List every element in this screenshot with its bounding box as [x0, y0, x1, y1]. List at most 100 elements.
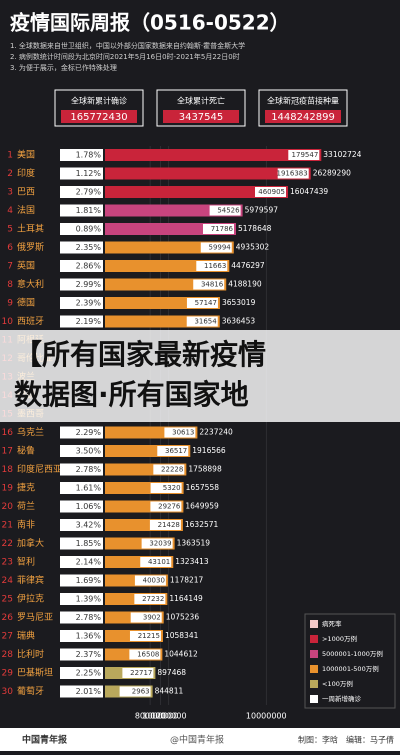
summary-value: 3437545 — [179, 112, 224, 123]
weekly-box — [122, 668, 154, 678]
footer-credit: 制图：李晗 编辑：马子倩 — [298, 735, 394, 745]
x-tick-label: 10000000 — [246, 712, 287, 721]
death-rate-label: 3.42% — [76, 521, 102, 530]
rank: 6 — [7, 243, 13, 253]
total-label: 33102724 — [323, 150, 361, 159]
death-rate-label: 3.50% — [76, 447, 102, 456]
total-label: 897468 — [157, 668, 186, 677]
death-rate-label: 1.12% — [76, 169, 102, 178]
legend-box — [304, 613, 396, 709]
rank: 2 — [7, 169, 13, 179]
total-label: 16047439 — [290, 187, 328, 196]
death-rate-box — [60, 537, 103, 550]
rank: 1 — [7, 151, 13, 161]
rank: 4 — [7, 206, 13, 216]
weekly-label: 31654 — [194, 318, 217, 326]
total-label: 4476297 — [231, 261, 265, 270]
rank: 27 — [2, 632, 13, 642]
death-rate-box — [60, 260, 103, 272]
death-rate-label: 2.29% — [76, 428, 102, 437]
weekly-box — [196, 261, 228, 271]
total-label: 5979597 — [245, 206, 279, 215]
rank: 7 — [7, 262, 13, 272]
weekly-box — [186, 298, 218, 308]
weekly-label: 30613 — [172, 429, 194, 437]
summary-label: 全球新累计确诊 — [71, 96, 127, 106]
death-rate-box — [60, 149, 103, 161]
death-rate-label: 1.61% — [76, 484, 102, 493]
weekly-box — [119, 686, 151, 697]
weekly-box — [288, 150, 320, 160]
total-label: 2237240 — [199, 428, 233, 437]
death-rate-label: 2.79% — [76, 188, 102, 197]
weekly-box — [129, 649, 161, 660]
country: 瑞典 — [17, 630, 35, 642]
weekly-label: 29276 — [158, 503, 181, 511]
weekly-label: 2963 — [132, 688, 150, 696]
weekly-box — [140, 557, 172, 567]
legend-label: 病死率 — [322, 619, 342, 628]
rank: 10 — [2, 317, 14, 327]
country: 西班牙 — [17, 315, 44, 327]
death-rate-box — [60, 223, 103, 235]
x-tick-label: 1200000 — [151, 712, 187, 721]
legend-swatch — [310, 620, 318, 628]
death-rate-label: 2.78% — [76, 465, 102, 474]
death-rate-label: 2.01% — [76, 687, 102, 696]
weekly-label: 460905 — [258, 188, 285, 196]
death-rate-box — [60, 278, 103, 291]
rank: 19 — [2, 484, 14, 494]
weekly-box — [149, 520, 181, 530]
legend-label: 一周新增确诊 — [322, 694, 362, 703]
weekly-box — [255, 187, 287, 197]
legend-swatch — [310, 695, 318, 703]
weekly-label: 54526 — [217, 207, 240, 215]
weekly-label: 43101 — [148, 558, 170, 566]
total-label: 3636453 — [222, 317, 256, 326]
country: 南非 — [17, 519, 35, 531]
country: 印度 — [17, 167, 35, 179]
death-rate-box — [60, 630, 103, 642]
weekly-label: 1916383 — [277, 170, 308, 178]
death-rate-label: 2.86% — [76, 262, 102, 271]
country: 比利时 — [17, 648, 44, 660]
death-rate-box — [60, 611, 103, 624]
rank: 21 — [2, 521, 13, 531]
death-rate-label: 1.06% — [76, 502, 102, 511]
country: 英国 — [17, 260, 35, 272]
x-tick-label: 1000000 — [143, 712, 179, 721]
country: 法国 — [17, 204, 35, 216]
total-label: 1916566 — [192, 446, 226, 455]
death-rate-box — [60, 204, 103, 217]
country: 捷克 — [17, 482, 35, 494]
death-rate-box — [60, 186, 103, 198]
summary-box — [258, 89, 348, 127]
total-label: 26289290 — [313, 169, 351, 178]
country: 土耳其 — [17, 223, 44, 235]
country: 伊拉克 — [17, 593, 44, 605]
weekly-box — [193, 279, 225, 290]
country: 罗马尼亚 — [17, 612, 53, 623]
country: 智利 — [17, 556, 35, 568]
weekly-box — [153, 464, 185, 475]
death-rate-box — [60, 482, 103, 494]
country: 秘鲁 — [17, 445, 35, 457]
weekly-box — [150, 501, 182, 512]
total-label: 1758898 — [188, 465, 222, 474]
banner-text: 【所有国家最新疫情 — [14, 338, 266, 371]
weekly-box — [157, 446, 189, 456]
weekly-label: 21428 — [158, 521, 180, 529]
summary-label: 全球新冠疫苗接种量 — [267, 96, 339, 106]
death-rate-label: 2.14% — [76, 558, 102, 567]
death-rate-box — [60, 500, 103, 513]
rank: 3 — [7, 188, 13, 198]
country: 葡萄牙 — [17, 685, 44, 697]
country: 巴基斯坦 — [17, 667, 53, 679]
total-label: 4188190 — [228, 280, 262, 289]
weekly-label: 34816 — [201, 281, 224, 289]
total-label: 1058341 — [165, 631, 199, 640]
country: 俄罗斯 — [17, 241, 44, 253]
footer-logo: 中国青年报 — [22, 734, 67, 746]
note: 3. 为便于展示，金标已作特殊处理 — [10, 63, 117, 72]
total-label: 1075236 — [166, 613, 200, 622]
